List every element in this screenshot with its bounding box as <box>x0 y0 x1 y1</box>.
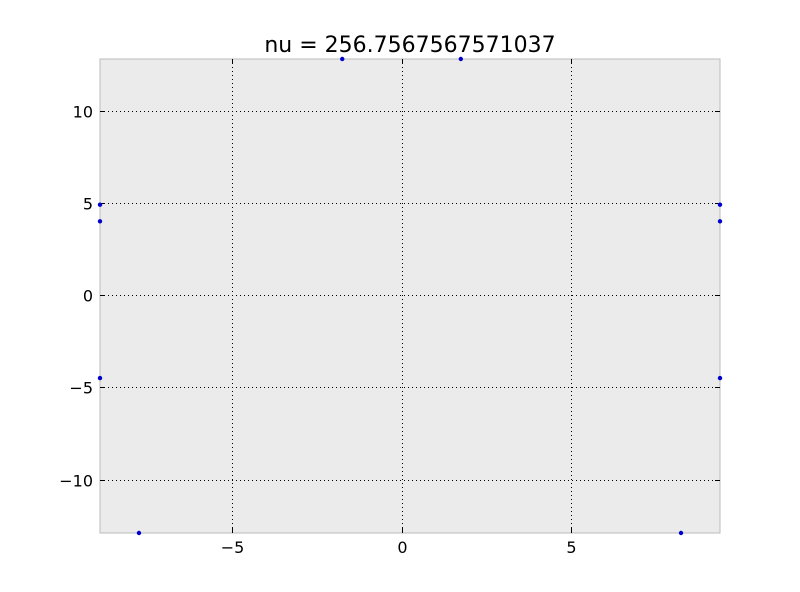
x-axis-tick-labels: −5 0 5 <box>221 538 577 557</box>
data-point <box>340 56 345 62</box>
grid-lines <box>100 59 720 533</box>
y-tick-label: −5 <box>69 379 93 398</box>
y-axis-tick-labels: −10 −5 0 5 10 <box>59 103 93 491</box>
x-tick-label: 5 <box>566 538 576 557</box>
y-tick-label: −10 <box>59 472 93 491</box>
data-point <box>678 530 684 536</box>
data-point <box>136 530 142 536</box>
data-point <box>97 219 103 224</box>
y-tick-label: 10 <box>73 103 93 122</box>
data-point <box>717 375 723 381</box>
data-point <box>97 375 103 381</box>
y-tick-label: 5 <box>83 195 93 214</box>
data-points <box>97 56 723 536</box>
axis-ticks <box>100 59 720 533</box>
data-point <box>458 56 464 62</box>
data-point <box>717 202 723 207</box>
x-tick-label: −5 <box>221 538 245 557</box>
data-point <box>97 202 103 207</box>
x-tick-label: 0 <box>397 538 407 557</box>
data-point <box>717 219 723 224</box>
y-tick-label: 0 <box>83 287 93 306</box>
chart-title: nu = 256.7567567571037 <box>264 33 555 58</box>
